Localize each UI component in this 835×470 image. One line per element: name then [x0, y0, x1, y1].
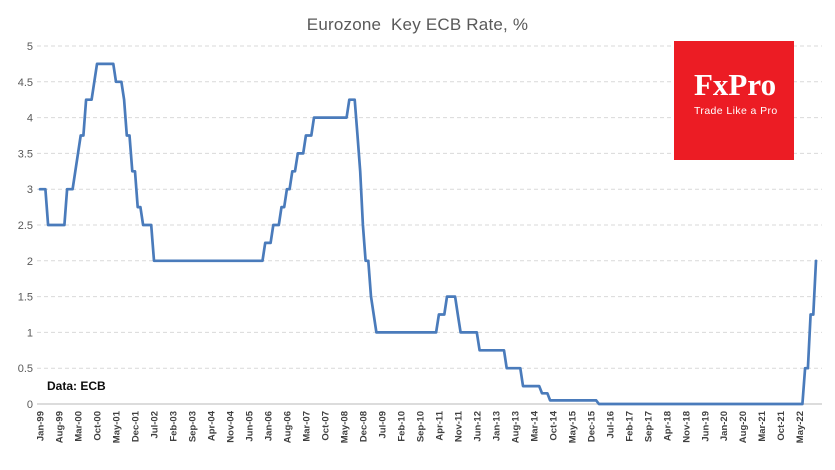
x-axis-tick-label: Sep-17 [643, 411, 654, 442]
y-axis-tick-label: 4.5 [18, 77, 33, 89]
x-axis-tick-label: May-15 [567, 410, 578, 443]
x-axis-tick-label: Oct-00 [92, 411, 103, 441]
x-axis-tick-label: Apr-04 [206, 410, 217, 441]
data-source-note: Data: ECB [47, 379, 106, 393]
x-axis-tick-label: Apr-11 [434, 410, 445, 440]
x-axis-tick-label: Mar-00 [73, 411, 84, 442]
rate-line [38, 62, 818, 406]
x-axis-tick-label: May-01 [111, 410, 122, 443]
x-axis-tick-label: Mar-07 [301, 411, 312, 442]
x-axis-tick-label: Apr-18 [662, 411, 673, 441]
x-axis-tick-label: Feb-17 [624, 411, 635, 442]
x-axis-tick-label: Jul-16 [605, 411, 616, 438]
x-axis-tick-label: Jun-05 [244, 410, 255, 441]
x-axis-tick-label: Nov-11 [453, 410, 464, 442]
fxpro-logo-tagline: Trade Like a Pro [694, 105, 778, 117]
x-axis-tick-label: May-08 [339, 411, 350, 443]
x-axis-tick-label: Aug-20 [738, 411, 749, 443]
y-axis-tick-label: 1 [27, 327, 33, 339]
x-axis-tick-label: Feb-03 [168, 411, 179, 442]
x-axis-tick-label: Jul-02 [149, 411, 160, 438]
x-axis-tick-label: Aug-13 [510, 411, 521, 443]
x-axis-tick-label: Nov-18 [681, 411, 692, 443]
x-axis-tick-label: Dec-15 [586, 410, 597, 442]
fxpro-logo: FxPro Trade Like a Pro [674, 41, 794, 160]
y-axis-tick-label: 5 [27, 41, 33, 53]
x-axis-tick-label: Aug-06 [282, 411, 293, 443]
x-axis-tick-label: Jan-06 [263, 411, 274, 441]
x-axis-tick-label: Nov-04 [225, 410, 236, 442]
y-axis-tick-label: 4 [27, 113, 33, 125]
x-axis-tick-label: Sep-03 [187, 411, 198, 442]
y-axis-tick-label: 3 [27, 184, 33, 196]
x-axis-tick-label: Oct-21 [776, 410, 787, 440]
x-axis-tick-label: Jul-09 [377, 411, 388, 438]
x-axis-tick-label: Oct-07 [320, 411, 331, 441]
x-axis-tick-label: Jan-13 [491, 411, 502, 441]
x-axis-tick-label: May-22 [795, 411, 806, 443]
x-axis-tick-label: Jun-19 [700, 411, 711, 442]
fxpro-logo-text: FxPro [694, 67, 777, 102]
x-axis-tick-label: Feb-10 [396, 411, 407, 442]
y-axis-tick-label: 2 [27, 256, 33, 268]
x-axis-tick-label: Dec-08 [358, 411, 369, 442]
x-axis-tick-label: Jan-99 [36, 411, 47, 441]
y-axis-tick-label: 1.5 [18, 292, 33, 304]
y-axis-tick-label: 2.5 [18, 220, 33, 232]
x-axis-tick-label: Aug-99 [54, 411, 65, 443]
chart-title: Eurozone Key ECB Rate, % [306, 15, 529, 34]
y-axis-tick-label: 0.5 [18, 363, 33, 375]
x-axis-tick-label: Mar-21 [757, 410, 768, 441]
x-axis-tick-label: Jun-12 [472, 411, 483, 442]
x-axis-tick-label: Sep-10 [415, 411, 426, 442]
x-axis-tick-label: Mar-14 [529, 410, 540, 441]
y-axis-tick-label: 3.5 [18, 148, 33, 160]
x-axis-tick-label: Jan-20 [719, 411, 730, 441]
x-axis-tick-label: Dec-01 [130, 410, 141, 442]
x-axis-tick-label: Oct-14 [548, 410, 559, 440]
y-axis-tick-label: 0 [27, 399, 33, 411]
